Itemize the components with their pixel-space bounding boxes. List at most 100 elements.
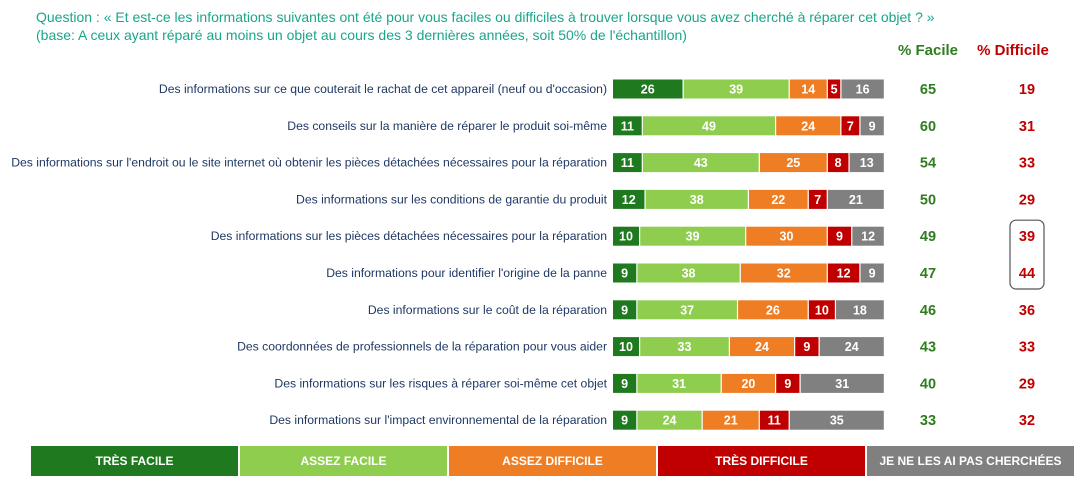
- bar-segment: [827, 189, 884, 209]
- facile-value: 65: [920, 82, 936, 98]
- difficile-value: 36: [1019, 303, 1035, 319]
- difficile-value: 39: [1019, 229, 1035, 245]
- bar-segment: [729, 337, 795, 357]
- bar-segment: [749, 189, 808, 209]
- bar-segment: [613, 79, 683, 99]
- facile-value: 43: [920, 340, 936, 356]
- bar-segment: [721, 373, 775, 393]
- bar-segment: [808, 300, 835, 320]
- bar-segment: [640, 337, 729, 357]
- data-label: 31: [672, 377, 686, 391]
- chart-legend: TRÈS FACILE ASSEZ FACILE ASSEZ DIFFICILE TR…: [31, 446, 1074, 476]
- data-label: 7: [814, 193, 821, 207]
- bar-segment: [613, 300, 637, 320]
- difficile-value: 29: [1019, 376, 1035, 392]
- data-label: 11: [621, 156, 634, 170]
- facile-value: 54: [920, 156, 936, 172]
- data-label: 9: [836, 230, 843, 244]
- bar-segment: [637, 410, 702, 430]
- data-label: 33: [678, 340, 692, 354]
- bar-segment: [683, 79, 789, 99]
- data-label: 24: [755, 340, 769, 354]
- data-label: 24: [801, 119, 815, 133]
- data-label: 30: [780, 230, 794, 244]
- bar-segment: [613, 337, 639, 357]
- difficile-value: 33: [1019, 156, 1035, 172]
- data-label: 14: [801, 83, 815, 97]
- bar-segment: [800, 373, 884, 393]
- question-line-1: Question : « Et est-ce les informations …: [36, 9, 935, 25]
- bar-segment: [776, 116, 841, 136]
- bar-segment: [827, 226, 852, 246]
- data-label: 18: [853, 303, 867, 317]
- data-label: 35: [830, 414, 844, 428]
- category-label: Des informations pour identifier l'origi…: [326, 266, 607, 280]
- facile-value: 60: [920, 119, 936, 135]
- bar-segment: [613, 373, 637, 393]
- facile-value: 46: [920, 303, 936, 319]
- facile-value: 40: [920, 376, 936, 392]
- question-base-line: (base: A ceux ayant réparé au moins un o…: [36, 27, 687, 43]
- category-label: Des informations sur les risques à répar…: [274, 376, 607, 390]
- data-label: 25: [786, 156, 800, 170]
- bar-segment: [795, 337, 819, 357]
- category-label: Des coordonnées de professionnels de la …: [237, 340, 607, 354]
- bar-segment: [827, 79, 841, 99]
- bar-segment: [702, 410, 759, 430]
- bar-segment: [836, 300, 884, 320]
- bar-segment: [808, 189, 827, 209]
- data-label: 38: [690, 193, 704, 207]
- category-label: Des informations sur le coût de la répar…: [368, 303, 607, 317]
- difficile-value: 29: [1019, 192, 1035, 208]
- data-label: 9: [803, 340, 810, 354]
- facile-value: 50: [920, 192, 936, 208]
- bar-segment: [819, 337, 884, 357]
- data-label: 38: [682, 267, 696, 281]
- data-label: 31: [835, 377, 849, 391]
- bar-segment: [759, 410, 789, 430]
- bar-segment: [637, 373, 721, 393]
- bar-segment: [738, 300, 808, 320]
- difficile-value: 31: [1019, 119, 1035, 135]
- bar-segment: [645, 189, 748, 209]
- bar-segment: [613, 116, 642, 136]
- bar-segment: [637, 300, 737, 320]
- bar-segment: [860, 116, 884, 136]
- bar-segment: [827, 263, 860, 283]
- bar-segment: [642, 116, 775, 136]
- data-label: 12: [861, 230, 875, 244]
- bar-segment: [613, 226, 639, 246]
- legend-item: ASSEZ DIFFICILE: [449, 446, 656, 476]
- bar-segment: [860, 263, 884, 283]
- data-label: 39: [729, 83, 743, 97]
- data-label: 12: [622, 193, 636, 207]
- difficile-value: 44: [1019, 266, 1035, 282]
- data-label: 10: [619, 340, 633, 354]
- data-label: 10: [815, 303, 829, 317]
- difficile-column-header: % Difficile: [977, 42, 1049, 59]
- question-text: Question : « Et est-ce les informations …: [36, 8, 1036, 44]
- data-label: 11: [768, 414, 781, 428]
- bar-segment: [613, 189, 645, 209]
- data-label: 7: [847, 119, 854, 133]
- data-label: 24: [663, 414, 677, 428]
- data-label: 8: [835, 156, 842, 170]
- data-label: 9: [621, 303, 628, 317]
- bar-segment: [740, 263, 827, 283]
- data-label: 26: [766, 303, 780, 317]
- data-label: 10: [619, 230, 633, 244]
- category-label: Des informations sur ce que couterait le…: [159, 82, 607, 96]
- data-label: 9: [869, 119, 876, 133]
- data-label: 9: [621, 267, 628, 281]
- bar-segment: [841, 79, 884, 99]
- bar-segment: [637, 263, 740, 283]
- data-label: 9: [621, 414, 628, 428]
- data-label: 37: [680, 303, 694, 317]
- bar-segment: [640, 226, 746, 246]
- category-label: Des informations sur les pièces détachée…: [211, 229, 607, 243]
- difficile-value: 33: [1019, 340, 1035, 356]
- data-label: 9: [621, 377, 628, 391]
- bar-segment: [841, 116, 860, 136]
- bar-segment: [789, 79, 827, 99]
